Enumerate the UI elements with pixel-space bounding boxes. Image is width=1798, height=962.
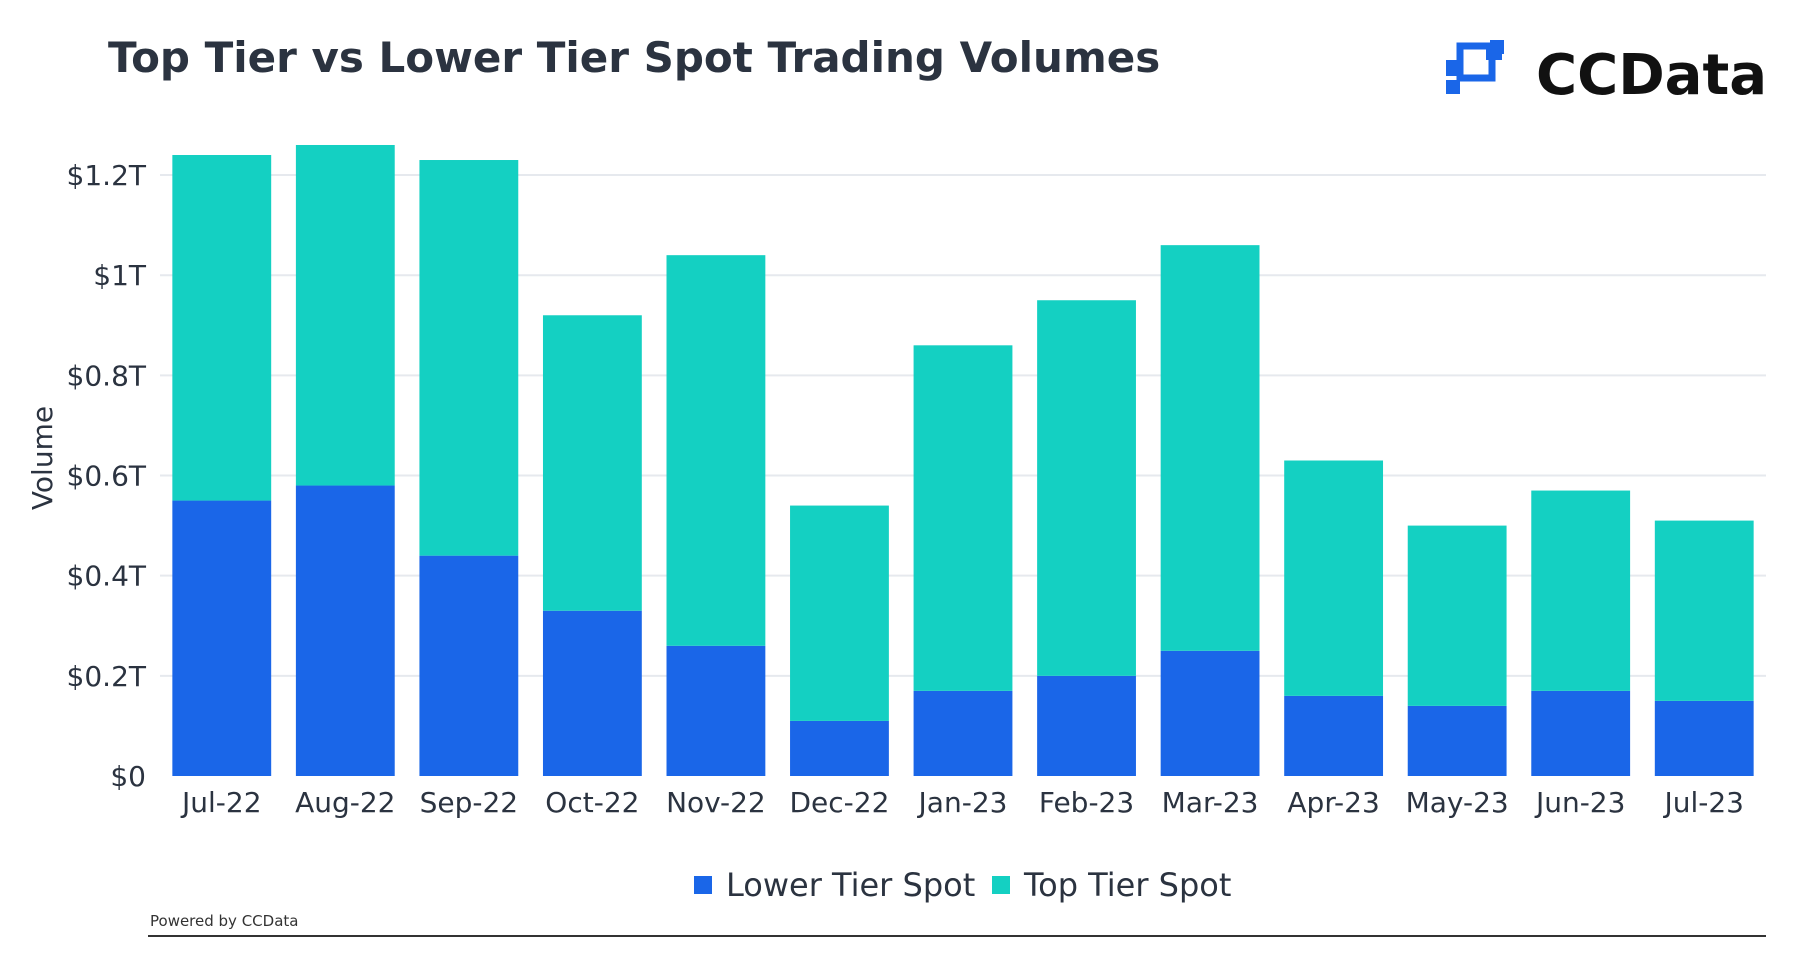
bar-top-tier xyxy=(666,255,766,646)
legend-label-lower-tier: Lower Tier Spot xyxy=(726,866,975,904)
bar-top-tier xyxy=(295,144,395,486)
bar-lower-tier xyxy=(1037,675,1136,776)
bar-top-tier xyxy=(913,345,1013,691)
x-tick-label: Jul-23 xyxy=(1662,786,1744,819)
x-tick-label: Mar-23 xyxy=(1162,786,1259,819)
x-tick-label: Apr-23 xyxy=(1287,786,1379,819)
bar-lower-tier xyxy=(1284,695,1384,776)
chart-title: Top Tier vs Lower Tier Spot Trading Volu… xyxy=(108,33,1160,82)
y-tick-label: $1.2T xyxy=(67,159,147,192)
brand-name: CCData xyxy=(1536,43,1767,108)
y-axis-label: Volume xyxy=(26,406,59,510)
bar-top-tier xyxy=(1407,525,1507,706)
bar-lower-tier xyxy=(1531,690,1631,776)
bar-top-tier xyxy=(542,315,642,611)
bar-lower-tier xyxy=(172,500,272,776)
y-tick-label: $0.2T xyxy=(67,660,147,693)
legend-swatch-top-tier xyxy=(992,876,1010,894)
bar-lower-tier xyxy=(295,485,395,776)
bar-top-tier xyxy=(172,155,272,501)
bar-series xyxy=(172,144,1754,776)
powered-by-text: Powered by CCData xyxy=(150,912,298,930)
x-tick-label: May-23 xyxy=(1406,786,1509,819)
bar-lower-tier xyxy=(666,645,766,776)
x-axis-ticks: Jul-22 Aug-22 Sep-22 Oct-22 Nov-22 Dec-22 Jan-… xyxy=(180,786,1744,819)
bar-top-tier xyxy=(790,505,889,721)
x-tick-label: Oct-22 xyxy=(545,786,639,819)
legend: Lower Tier Spot Top Tier Spot xyxy=(694,866,1231,904)
bar-top-tier xyxy=(1284,460,1384,696)
y-tick-label: $0 xyxy=(110,760,146,793)
bar-lower-tier xyxy=(790,720,889,776)
bar-lower-tier xyxy=(419,555,519,776)
x-tick-label: Nov-22 xyxy=(666,786,766,819)
y-tick-label: $0.4T xyxy=(67,560,147,593)
bar-lower-tier xyxy=(542,610,642,776)
bar-lower-tier xyxy=(1160,650,1260,776)
y-axis-ticks: $0 $0.2T $0.4T $0.6T $0.8T $1T $1.2T xyxy=(67,159,147,793)
bar-top-tier xyxy=(419,160,519,556)
legend-label-top-tier: Top Tier Spot xyxy=(1023,866,1231,904)
bar-top-tier xyxy=(1160,245,1260,651)
x-tick-label: Jan-23 xyxy=(917,786,1008,819)
x-tick-label: Dec-22 xyxy=(790,786,890,819)
y-tick-label: $0.8T xyxy=(67,359,147,392)
bar-top-tier xyxy=(1037,300,1136,676)
legend-swatch-lower-tier xyxy=(694,876,712,894)
y-tick-label: $0.6T xyxy=(67,460,147,493)
ccdata-logo-icon xyxy=(1446,40,1504,94)
bar-lower-tier xyxy=(913,690,1013,776)
x-tick-label: Sep-22 xyxy=(420,786,519,819)
x-tick-label: Feb-23 xyxy=(1039,786,1134,819)
bar-top-tier xyxy=(1531,490,1631,691)
bar-lower-tier xyxy=(1407,705,1507,776)
x-tick-label: Jun-23 xyxy=(1534,786,1625,819)
bar-lower-tier xyxy=(1654,700,1754,776)
y-tick-label: $1T xyxy=(93,259,147,292)
x-tick-label: Aug-22 xyxy=(295,786,395,819)
bar-top-tier xyxy=(1654,520,1754,701)
x-tick-label: Jul-22 xyxy=(180,786,262,819)
